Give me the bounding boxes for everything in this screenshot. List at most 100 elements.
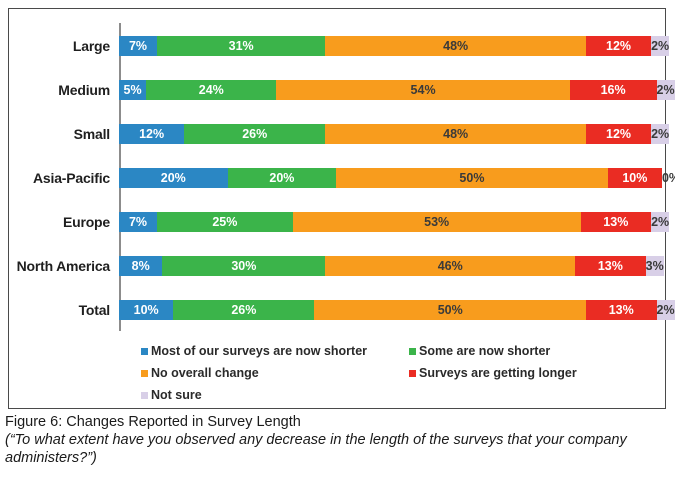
bar-segment: 30% bbox=[162, 256, 326, 276]
segment-value-label: 0% bbox=[661, 171, 675, 185]
bar-segment: 24% bbox=[146, 80, 277, 100]
category-label: Europe bbox=[62, 214, 110, 230]
bar-row: Medium 5% 24% 54% 16% 2% bbox=[9, 68, 675, 112]
bar-segment: 50% bbox=[336, 168, 608, 188]
bar-row: Large 7% 31% 48% 12% 2% bbox=[9, 24, 670, 68]
bar-segment: 7% bbox=[119, 36, 157, 56]
category-label: Small bbox=[73, 126, 111, 142]
segment-value-label: 20% bbox=[160, 171, 186, 185]
segment-value-label: 24% bbox=[198, 83, 224, 97]
bar-track: 7% 25% 53% 13% 2% bbox=[119, 212, 670, 232]
bar-segment: 31% bbox=[157, 36, 326, 56]
bar-segment: 54% bbox=[276, 80, 570, 100]
segment-value-label: 50% bbox=[459, 171, 485, 185]
bar-segment: 10% bbox=[607, 168, 662, 188]
legend-label: No overall change bbox=[151, 366, 259, 380]
legend-swatch-icon bbox=[141, 391, 148, 399]
segment-value-label: 2% bbox=[656, 83, 675, 97]
bar-row: Europe 7% 25% 53% 13% 2% bbox=[9, 200, 670, 244]
category-label: Total bbox=[78, 302, 111, 318]
bar-track: 5% 24% 54% 16% 2% bbox=[119, 80, 675, 100]
bar-segment: 46% bbox=[325, 256, 576, 276]
segment-value-label: 13% bbox=[597, 259, 623, 273]
legend-swatch-icon bbox=[409, 369, 416, 377]
bar-segment: 10% bbox=[119, 300, 174, 320]
figure-caption: Figure 6: Changes Reported in Survey Len… bbox=[5, 413, 670, 467]
bar-segment: 20% bbox=[227, 168, 337, 188]
bar-track: 10% 26% 50% 13% 2% bbox=[119, 300, 675, 320]
segment-value-label: 10% bbox=[133, 303, 159, 317]
bar-segment: 2% bbox=[651, 36, 670, 56]
segment-value-label: 20% bbox=[269, 171, 295, 185]
bar-segment: 50% bbox=[314, 300, 586, 320]
caption-question: (“To what extent have you observed any d… bbox=[5, 432, 670, 467]
bar-segment: 13% bbox=[575, 256, 646, 276]
category-label: Large bbox=[72, 38, 110, 54]
segment-value-label: 48% bbox=[443, 127, 469, 141]
category-label: North America bbox=[16, 258, 111, 274]
bar-track: 20% 20% 50% 10% 0% bbox=[119, 168, 675, 188]
legend-label: Most of our surveys are now shorter bbox=[151, 344, 368, 358]
segment-value-label: 7% bbox=[128, 215, 148, 229]
segment-value-label: 25% bbox=[212, 215, 238, 229]
legend-label: Surveys are getting longer bbox=[419, 366, 577, 380]
bar-row: North America 8% 30% 46% 13% 3% bbox=[9, 244, 665, 288]
legend-swatch-icon bbox=[141, 347, 148, 355]
bar-segment: 2% bbox=[656, 80, 675, 100]
segment-value-label: 50% bbox=[437, 303, 463, 317]
bar-segment: 13% bbox=[580, 212, 652, 232]
bar-segment: 53% bbox=[292, 212, 581, 232]
segment-value-label: 46% bbox=[437, 259, 463, 273]
bar-segment: 26% bbox=[173, 300, 315, 320]
segment-value-label: 12% bbox=[606, 39, 632, 53]
segment-value-label: 12% bbox=[139, 127, 165, 141]
caption-question-line: (“To what extent have you observed any d… bbox=[5, 432, 627, 448]
legend-item: Some are now shorter bbox=[409, 340, 665, 362]
segment-value-label: 13% bbox=[603, 215, 629, 229]
bar-segment: 5% bbox=[119, 80, 147, 100]
bar-segment: 8% bbox=[119, 256, 163, 276]
bar-segment: 20% bbox=[119, 168, 228, 188]
segment-value-label: 54% bbox=[410, 83, 436, 97]
segment-value-label: 2% bbox=[651, 39, 670, 53]
bar-segment: 2% bbox=[651, 124, 670, 144]
bar-segment: 2% bbox=[656, 300, 675, 320]
bar-segment: 12% bbox=[585, 36, 652, 56]
segment-value-label: 7% bbox=[128, 39, 148, 53]
segment-value-label: 3% bbox=[645, 259, 664, 273]
segment-value-label: 2% bbox=[651, 127, 670, 141]
plot-area: Large 7% 31% 48% 12% 2% Medium 5% 24% 54% 16% 2% Sma… bbox=[9, 9, 675, 332]
bar-segment: 12% bbox=[585, 124, 652, 144]
bar-segment: 48% bbox=[325, 36, 586, 56]
segment-value-label: 26% bbox=[242, 127, 268, 141]
bar-track: 7% 31% 48% 12% 2% bbox=[119, 36, 670, 56]
legend-label: Some are now shorter bbox=[419, 344, 551, 358]
segment-value-label: 8% bbox=[131, 259, 150, 273]
segment-value-label: 48% bbox=[443, 39, 469, 53]
legend: Most of our surveys are now shorter Some … bbox=[141, 340, 665, 406]
bar-segment: 7% bbox=[119, 212, 157, 232]
segment-value-label: 5% bbox=[123, 83, 142, 97]
segment-value-label: 13% bbox=[608, 303, 634, 317]
bar-segment: 13% bbox=[585, 300, 657, 320]
bar-segment: 0% bbox=[662, 168, 675, 188]
bar-rows-container: Large 7% 31% 48% 12% 2% Medium 5% 24% 54% 16% 2% Sma… bbox=[9, 24, 675, 332]
segment-value-label: 10% bbox=[622, 171, 648, 185]
bar-segment: 48% bbox=[325, 124, 586, 144]
legend-swatch-icon bbox=[409, 347, 416, 355]
category-label: Asia-Pacific bbox=[33, 170, 110, 186]
category-label: Medium bbox=[58, 82, 110, 98]
segment-value-label: 2% bbox=[656, 303, 675, 317]
bar-row: Asia-Pacific 20% 20% 50% 10% 0% bbox=[9, 156, 675, 200]
legend-item: Surveys are getting longer bbox=[409, 362, 665, 384]
caption-title: Figure 6: Changes Reported in Survey Len… bbox=[5, 414, 301, 430]
caption-question-line: administers?”) bbox=[5, 449, 97, 466]
segment-value-label: 53% bbox=[424, 215, 450, 229]
legend-swatch-icon bbox=[141, 369, 148, 377]
chart-area: Large 7% 31% 48% 12% 2% Medium 5% 24% 54% 16% 2% Sma… bbox=[8, 8, 675, 409]
segment-value-label: 12% bbox=[606, 127, 632, 141]
bar-row: Total 10% 26% 50% 13% 2% bbox=[9, 288, 675, 332]
bar-segment: 3% bbox=[645, 256, 664, 276]
bar-segment: 26% bbox=[184, 124, 326, 144]
